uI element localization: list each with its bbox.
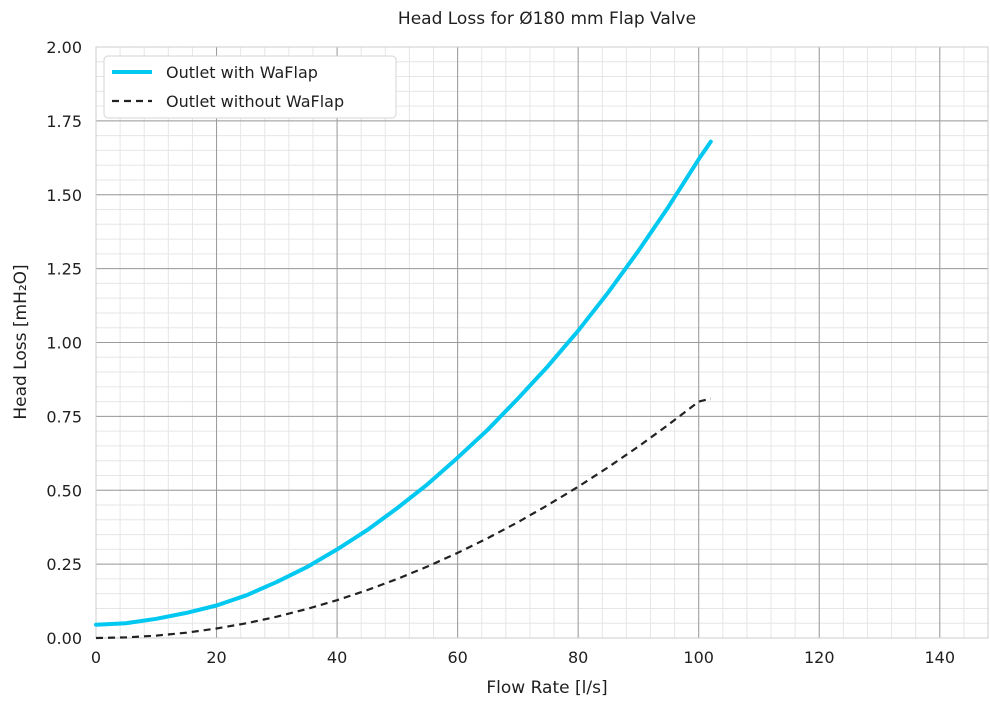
y-tick-label: 1.00: [46, 334, 82, 353]
series-line-0: [96, 142, 711, 625]
legend-label-without-waflap: Outlet without WaFlap: [166, 92, 344, 111]
y-tick-label: 1.75: [46, 112, 82, 131]
y-tick-label: 0.25: [46, 555, 82, 574]
x-tick-label: 120: [804, 648, 835, 667]
x-axis-ticks: 0 20 40 60 80 100 120 140: [91, 648, 955, 667]
legend: Outlet with WaFlap Outlet without WaFlap: [104, 56, 396, 118]
x-tick-label: 140: [925, 648, 956, 667]
chart-title: Head Loss for Ø180 mm Flap Valve: [398, 9, 696, 29]
x-tick-label: 40: [327, 648, 347, 667]
legend-label-with-waflap: Outlet with WaFlap: [166, 63, 318, 82]
x-tick-label: 60: [447, 648, 467, 667]
y-axis-label: Head Loss [mH₂O]: [11, 264, 31, 419]
y-tick-label: 0.50: [46, 481, 82, 500]
y-tick-label: 1.25: [46, 260, 82, 279]
y-tick-label: 0.75: [46, 407, 82, 426]
x-axis-label: Flow Rate [l/s]: [486, 678, 607, 698]
series-line-1: [96, 399, 711, 638]
y-tick-label: 1.50: [46, 186, 82, 205]
x-tick-label: 0: [91, 648, 101, 667]
y-tick-label: 0.00: [46, 629, 82, 648]
series-group: [96, 142, 711, 638]
x-tick-label: 20: [206, 648, 226, 667]
x-tick-label: 80: [568, 648, 588, 667]
y-tick-label: 2.00: [46, 38, 82, 57]
x-tick-label: 100: [683, 648, 714, 667]
y-axis-ticks: 0.00 0.25 0.50 0.75 1.00 1.25 1.50 1.75 2.00: [46, 38, 82, 648]
